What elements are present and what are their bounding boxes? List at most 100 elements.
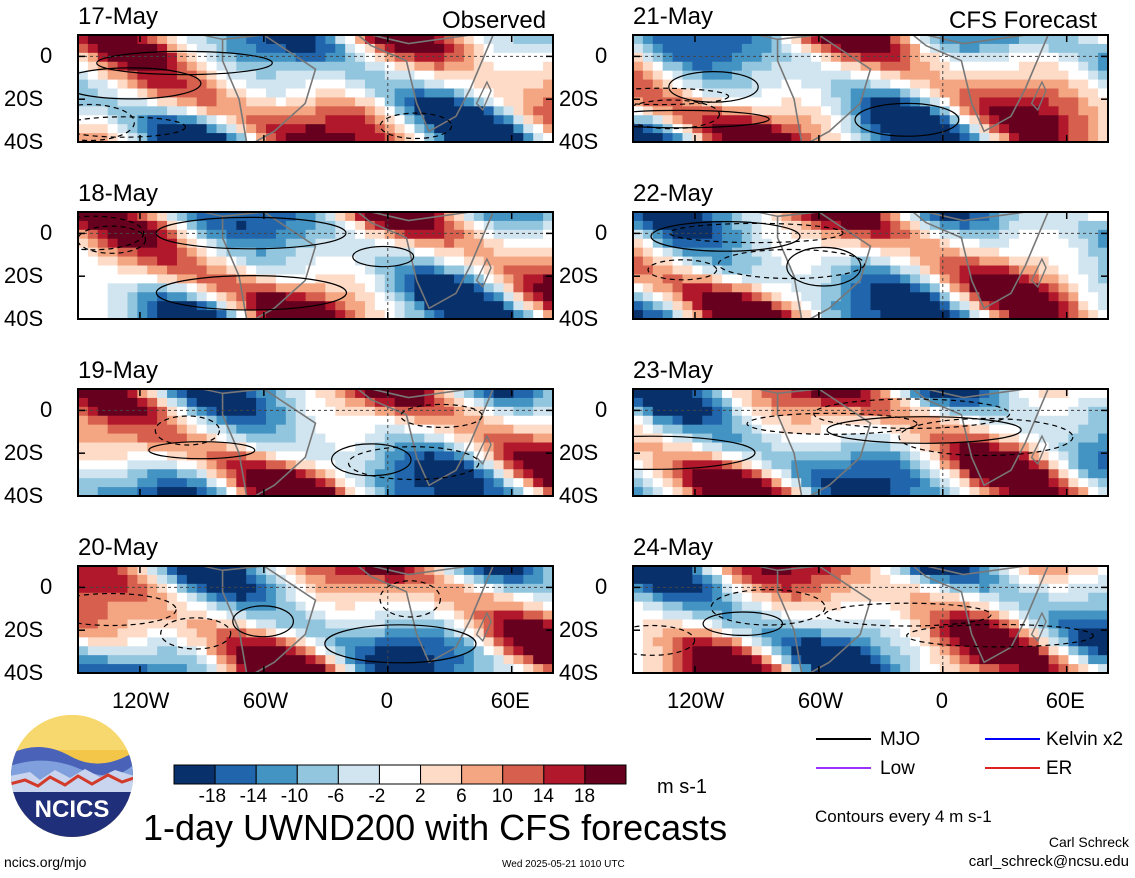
heatmap-cell bbox=[107, 265, 119, 276]
heatmap-cell bbox=[890, 247, 901, 258]
heatmap-cell bbox=[275, 397, 287, 408]
heatmap-cell bbox=[137, 619, 148, 630]
heatmap-cell bbox=[97, 97, 109, 107]
heatmap-cell bbox=[216, 433, 228, 444]
heatmap-cell bbox=[384, 424, 396, 435]
heatmap-cell bbox=[949, 88, 961, 99]
heatmap-cell bbox=[939, 133, 951, 142]
heatmap-cell bbox=[167, 433, 178, 444]
heatmap-cell bbox=[979, 619, 990, 630]
heatmap-cell bbox=[266, 124, 277, 134]
heatmap-cell bbox=[117, 469, 129, 479]
heatmap-cell bbox=[216, 619, 228, 630]
heatmap-cell bbox=[999, 310, 1010, 319]
heatmap-cell bbox=[1009, 664, 1020, 673]
heatmap-cell bbox=[513, 406, 524, 417]
heatmap-cell bbox=[335, 646, 346, 656]
heatmap-cell bbox=[87, 70, 99, 81]
heatmap-cell bbox=[830, 433, 842, 444]
heatmap-cell bbox=[1068, 451, 1079, 461]
heatmap-cell bbox=[959, 406, 971, 417]
heatmap-cell bbox=[1068, 619, 1079, 630]
heatmap-cell bbox=[672, 601, 684, 612]
heatmap-cell bbox=[87, 97, 99, 107]
heatmap-cell bbox=[513, 301, 524, 311]
heatmap-cell bbox=[959, 133, 971, 142]
heatmap-cell bbox=[840, 265, 852, 276]
heatmap-cell bbox=[404, 487, 416, 496]
heatmap-cell bbox=[374, 61, 386, 72]
heatmap-cell bbox=[900, 61, 911, 72]
heatmap-cell bbox=[712, 283, 723, 293]
heatmap-cell bbox=[335, 229, 346, 240]
heatmap-cell bbox=[642, 592, 654, 603]
heatmap-cell bbox=[533, 292, 544, 302]
heatmap-cell bbox=[97, 238, 109, 249]
heatmap-cell bbox=[543, 406, 553, 417]
heatmap-cell bbox=[157, 566, 168, 576]
heatmap-cell bbox=[364, 655, 376, 665]
heatmap-cell bbox=[1028, 566, 1040, 576]
heatmap-cell bbox=[830, 406, 842, 417]
heatmap-cell bbox=[206, 220, 218, 231]
heatmap-cell bbox=[830, 487, 842, 496]
heatmap-cell bbox=[374, 566, 386, 576]
heatmap-cell bbox=[78, 397, 89, 408]
heatmap-cell bbox=[424, 274, 435, 284]
heatmap-cell bbox=[722, 424, 733, 435]
heatmap-cell bbox=[840, 424, 852, 435]
heatmap-cell bbox=[384, 106, 396, 116]
heatmap-cell bbox=[840, 79, 852, 90]
heatmap-cell bbox=[672, 256, 684, 267]
heatmap-cell bbox=[325, 35, 336, 45]
heatmap-cell bbox=[206, 212, 218, 222]
heatmap-cell bbox=[315, 389, 326, 399]
heatmap-cell bbox=[642, 574, 654, 585]
heatmap-cell bbox=[1038, 97, 1050, 107]
heatmap-cell bbox=[483, 265, 495, 276]
heatmap-cell bbox=[1028, 619, 1040, 630]
heatmap-cell bbox=[335, 274, 346, 284]
heatmap-cell bbox=[702, 460, 713, 470]
heatmap-cell bbox=[969, 70, 980, 81]
heatmap-cell bbox=[315, 487, 326, 496]
heatmap-cell bbox=[900, 97, 911, 107]
heatmap-cell bbox=[741, 424, 753, 435]
heatmap-cell bbox=[969, 212, 980, 222]
panel-frame bbox=[632, 388, 1109, 497]
heatmap-cell bbox=[811, 124, 822, 134]
heatmap-cell bbox=[345, 637, 356, 647]
heatmap-cell bbox=[206, 43, 218, 54]
heatmap-cell bbox=[801, 88, 812, 99]
heatmap-cell bbox=[236, 301, 247, 311]
heatmap-cell bbox=[424, 212, 435, 222]
heatmap-cell bbox=[196, 566, 208, 576]
heatmap-cell bbox=[473, 35, 485, 45]
heatmap-cell bbox=[78, 478, 89, 488]
heatmap-cell bbox=[424, 574, 435, 585]
heatmap-cell bbox=[355, 433, 366, 444]
heatmap-cell bbox=[652, 637, 664, 647]
heatmap-cell bbox=[424, 415, 435, 426]
heatmap-cell bbox=[543, 79, 553, 90]
heatmap-cell bbox=[821, 397, 832, 408]
heatmap-cell bbox=[127, 583, 138, 594]
lon-tick-label: 0 bbox=[935, 688, 949, 713]
heatmap-cell bbox=[186, 619, 198, 630]
heatmap-cell bbox=[939, 442, 951, 453]
heatmap-cell bbox=[682, 115, 693, 125]
heatmap-cell bbox=[226, 566, 237, 576]
heatmap-cell bbox=[662, 460, 674, 470]
heatmap-cell bbox=[78, 115, 89, 125]
heatmap-cell bbox=[503, 664, 515, 673]
heatmap-cell bbox=[692, 646, 703, 656]
heatmap-cell bbox=[315, 415, 326, 426]
heatmap-cell bbox=[335, 35, 346, 45]
heatmap-cell bbox=[137, 283, 148, 293]
heatmap-cell bbox=[176, 61, 188, 72]
heatmap-cell bbox=[404, 433, 416, 444]
heatmap-cell bbox=[543, 478, 553, 488]
heatmap-cell bbox=[157, 274, 168, 284]
heatmap-cell bbox=[840, 52, 852, 63]
heatmap-cell bbox=[722, 238, 733, 249]
